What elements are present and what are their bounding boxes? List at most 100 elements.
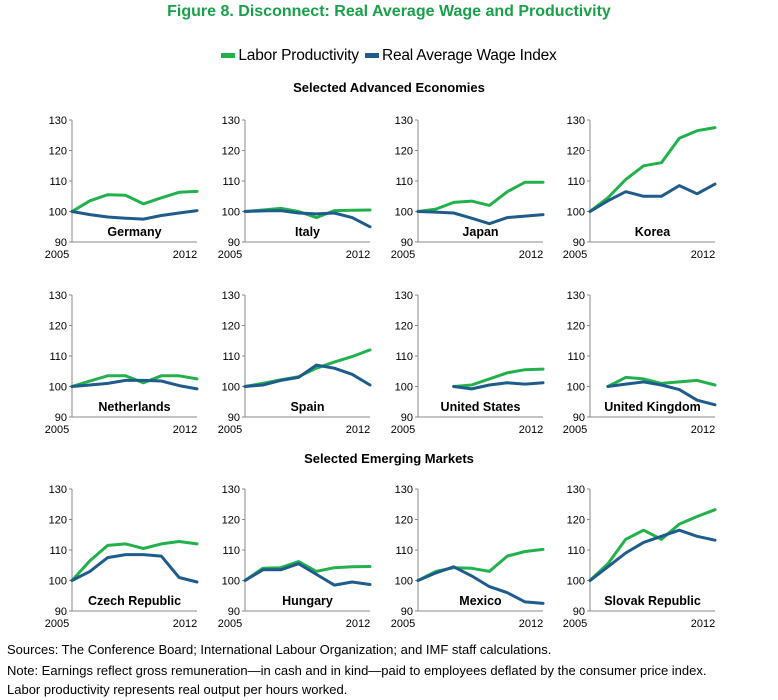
series-line-productivity: [70, 540, 199, 582]
chart-title: United Kingdom: [604, 400, 701, 414]
series-line-wage: [588, 528, 717, 582]
series-line-productivity: [70, 189, 199, 213]
x-tick-label: 2012: [173, 249, 197, 261]
y-tick-label: 100: [395, 207, 413, 219]
x-tick-label: 2005: [45, 424, 69, 436]
legend-label-productivity: Labor Productivity: [238, 46, 359, 64]
series-line-wage: [243, 562, 372, 587]
y-tick-label: 130: [49, 484, 67, 496]
x-tick-label: 2012: [691, 618, 715, 630]
chart-title: Hungary: [282, 594, 333, 608]
legend-item-wage: Real Average Wage Index: [364, 46, 557, 65]
series-line-productivity: [588, 126, 717, 213]
y-tick-label: 100: [222, 576, 240, 588]
y-tick-label: 120: [49, 146, 67, 158]
y-tick-label: 130: [567, 484, 585, 496]
y-tick-label: 100: [49, 207, 67, 219]
y-tick-label: 90: [55, 412, 67, 424]
y-tick-label: 110: [222, 351, 240, 363]
legend-label-wage: Real Average Wage Index: [381, 46, 557, 64]
y-tick-label: 110: [395, 176, 413, 188]
series-line-productivity: [606, 375, 717, 388]
x-tick-label: 2012: [346, 424, 370, 436]
y-tick-label: 110: [49, 545, 67, 557]
chart-title: Italy: [295, 225, 320, 239]
y-tick-label: 100: [49, 576, 67, 588]
section-title-advanced: Selected Advanced Economies: [293, 80, 485, 95]
x-tick-label: 2005: [563, 424, 587, 436]
x-tick-label: 2012: [173, 618, 197, 630]
x-tick-label: 2012: [691, 249, 715, 261]
chart-united-states: 90 100 110 120 130 2005 2012 United States: [391, 290, 545, 436]
series-line-wage: [416, 210, 545, 226]
legend-swatch-productivity: [221, 53, 236, 58]
y-tick-label: 100: [222, 382, 240, 394]
x-tick-label: 2005: [391, 424, 415, 436]
y-tick-label: 120: [567, 146, 585, 158]
y-tick-label: 90: [573, 237, 585, 249]
chart-mexico: 90 100 110 120 130 2005 2012 Mexico: [391, 484, 545, 630]
series-line-wage: [243, 209, 372, 229]
series-line-wage: [606, 380, 717, 407]
y-tick-label: 100: [395, 576, 413, 588]
y-tick-label: 110: [567, 176, 585, 188]
chart-title: Slovak Republic: [604, 594, 701, 608]
y-tick-label: 120: [49, 321, 67, 333]
series-line-wage: [70, 209, 199, 221]
legend-item-productivity: Labor Productivity: [221, 46, 359, 65]
chart-slovak-republic: 90 100 110 120 130 2005 2012 Slovak Republic: [563, 484, 717, 630]
x-tick-label: 2005: [218, 249, 242, 261]
y-tick-label: 100: [567, 576, 585, 588]
legend-swatch-wage: [364, 53, 379, 58]
series-line-productivity: [452, 367, 545, 388]
y-tick-label: 120: [395, 146, 413, 158]
chart-title: Netherlands: [98, 400, 170, 414]
y-tick-label: 110: [222, 176, 240, 188]
series-line-productivity: [243, 560, 372, 582]
chart-czech-republic: 90 100 110 120 130 2005 2012 Czech Republic: [45, 484, 199, 630]
chart-japan: 90 100 110 120 130 2005 2012 Japan: [391, 115, 545, 261]
x-tick-label: 2012: [691, 424, 715, 436]
chart-title: Germany: [107, 225, 161, 239]
x-tick-label: 2005: [563, 618, 587, 630]
chart-title: United States: [441, 400, 521, 414]
y-tick-label: 120: [567, 321, 585, 333]
y-tick-label: 90: [573, 412, 585, 424]
y-tick-label: 90: [228, 412, 240, 424]
y-tick-label: 100: [49, 382, 67, 394]
chart-title: Mexico: [459, 594, 502, 608]
x-tick-label: 2005: [45, 249, 69, 261]
y-tick-label: 130: [395, 290, 413, 302]
y-tick-label: 90: [228, 606, 240, 618]
chart-italy: 90 100 110 120 130 2005 2012 Italy: [218, 115, 372, 261]
chart-hungary: 90 100 110 120 130 2005 2012 Hungary: [218, 484, 372, 630]
chart-title: Spain: [290, 400, 324, 414]
y-tick-label: 130: [395, 115, 413, 127]
x-tick-label: 2012: [346, 618, 370, 630]
y-tick-label: 130: [222, 115, 240, 127]
y-tick-label: 90: [401, 606, 413, 618]
x-tick-label: 2005: [391, 618, 415, 630]
series-line-productivity: [416, 180, 545, 213]
chart-korea: 90 100 110 120 130 2005 2012 Korea: [563, 115, 717, 261]
section-title-emerging: Selected Emerging Markets: [304, 451, 474, 466]
note-line-2: Labor productivity represents real outpu…: [7, 682, 348, 697]
chart-legend: Labor Productivity Real Average Wage Ind…: [0, 45, 778, 65]
y-tick-label: 90: [55, 237, 67, 249]
series-line-wage: [588, 182, 717, 213]
y-tick-label: 120: [567, 515, 585, 527]
y-tick-label: 130: [222, 484, 240, 496]
y-tick-label: 100: [567, 207, 585, 219]
series-line-wage: [452, 381, 545, 391]
y-tick-label: 110: [567, 351, 585, 363]
series-line-wage: [243, 363, 372, 388]
y-tick-label: 110: [49, 176, 67, 188]
x-tick-label: 2005: [218, 424, 242, 436]
note-line-1: Note: Earnings reflect gross remuneratio…: [7, 663, 707, 678]
y-tick-label: 100: [222, 207, 240, 219]
x-tick-label: 2012: [519, 424, 543, 436]
x-tick-label: 2005: [391, 249, 415, 261]
small-multiples-charts: 90 100 110 120 130 2005 2012 Germany 90 100 110 120…: [45, 115, 717, 630]
y-tick-label: 90: [401, 412, 413, 424]
